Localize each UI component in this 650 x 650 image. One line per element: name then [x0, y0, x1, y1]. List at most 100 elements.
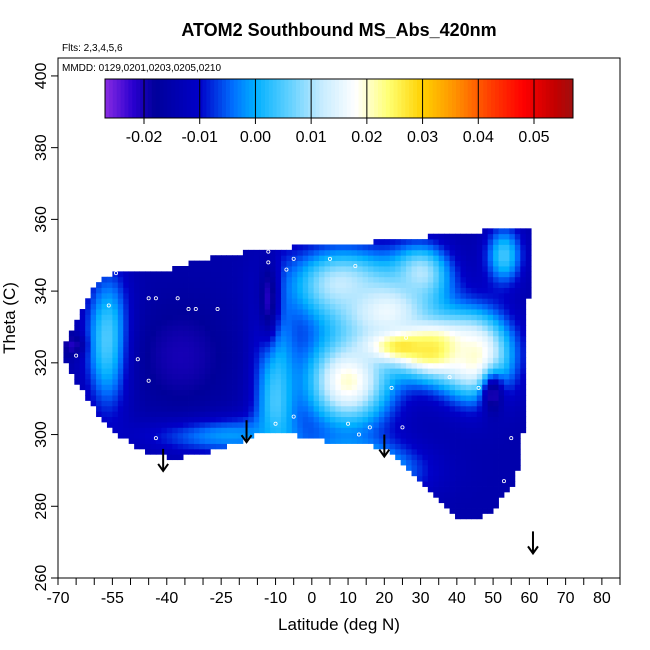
field-cell — [297, 255, 304, 262]
field-cell — [444, 282, 450, 288]
field-cell — [193, 341, 200, 348]
field-cell — [329, 362, 336, 369]
field-cell — [139, 411, 146, 418]
field-cell — [145, 352, 151, 358]
field-cell — [471, 352, 478, 358]
field-cell — [427, 233, 434, 240]
field-cell — [514, 271, 521, 278]
field-cell — [324, 389, 331, 396]
field-cell — [406, 459, 412, 466]
field-cell — [493, 465, 499, 471]
field-cell — [514, 389, 521, 396]
colorbar-segment — [557, 79, 562, 118]
field-cell — [482, 465, 489, 471]
colorbar-tick-label: 0.03 — [407, 129, 438, 146]
field-cell — [493, 432, 499, 439]
field-cell — [509, 422, 516, 428]
field-cell — [411, 309, 418, 315]
field-cell — [503, 266, 510, 272]
field-cell — [150, 319, 157, 326]
field-cell — [422, 266, 429, 272]
field-cell — [373, 362, 380, 369]
field-cell — [232, 303, 238, 310]
field-cell — [444, 384, 450, 391]
field-cell — [444, 389, 450, 396]
field-cell — [362, 438, 369, 444]
field-cell — [406, 292, 412, 299]
field-cell — [520, 271, 527, 278]
field-cell — [400, 309, 407, 315]
field-cell — [395, 432, 402, 439]
field-cell — [335, 255, 342, 262]
field-cell — [134, 335, 140, 342]
colorbar-segment — [358, 79, 363, 118]
field-cell — [286, 260, 293, 267]
field-cell — [329, 282, 336, 288]
field-cell — [259, 411, 266, 418]
field-cell — [411, 443, 418, 450]
field-cell — [166, 341, 173, 348]
field-cell — [128, 352, 135, 358]
field-cell — [400, 287, 407, 294]
field-cell — [112, 422, 119, 428]
field-cell — [340, 395, 347, 401]
field-cell — [438, 255, 445, 262]
field-cell — [329, 352, 336, 358]
field-cell — [411, 303, 418, 310]
field-cell — [139, 298, 146, 305]
field-cell — [166, 443, 173, 450]
field-cell — [210, 260, 217, 267]
field-cell — [471, 491, 478, 498]
field-cell — [406, 319, 412, 326]
field-cell — [406, 400, 412, 407]
colorbar-segment — [459, 79, 465, 118]
field-cell — [161, 378, 168, 385]
field-cell — [449, 405, 456, 412]
field-cell — [161, 309, 168, 315]
field-cell — [193, 298, 200, 305]
colorbar-segment — [475, 79, 480, 118]
field-cell — [101, 352, 108, 358]
field-cell — [471, 373, 478, 380]
field-cell — [319, 287, 325, 294]
field-cell — [449, 276, 456, 283]
field-cell — [210, 325, 217, 331]
field-cell — [444, 362, 450, 369]
field-cell — [503, 233, 510, 240]
field-cell — [79, 378, 86, 385]
field-cell — [193, 319, 200, 326]
field-cell — [384, 282, 391, 288]
colorbar-segment — [518, 79, 523, 118]
field-cell — [416, 292, 423, 299]
field-cell — [291, 346, 298, 353]
field-cell — [226, 276, 233, 283]
field-cell — [503, 459, 510, 466]
sample-point — [353, 263, 358, 268]
field-cell — [280, 357, 287, 364]
field-cell — [351, 255, 358, 262]
field-cell — [476, 266, 483, 272]
field-cell — [406, 287, 412, 294]
field-cell — [498, 314, 505, 321]
field-cell — [520, 416, 527, 423]
field-cell — [85, 368, 92, 374]
field-cell — [411, 260, 418, 267]
colorbar-segment — [471, 79, 476, 118]
field-cell — [433, 389, 440, 396]
field-cell — [172, 400, 179, 407]
field-cell — [438, 405, 445, 412]
field-cell — [313, 427, 320, 434]
field-cell — [215, 271, 222, 278]
field-cell — [449, 266, 456, 272]
field-cell — [221, 357, 227, 364]
field-cell — [204, 405, 211, 412]
field-cell — [411, 438, 418, 444]
field-cell — [145, 373, 151, 380]
field-cell — [351, 292, 358, 299]
field-cell — [226, 373, 233, 380]
field-cell — [400, 255, 407, 262]
field-cell — [368, 292, 374, 299]
field-cell — [193, 448, 200, 455]
field-cell — [406, 271, 412, 278]
field-cell — [476, 481, 483, 487]
